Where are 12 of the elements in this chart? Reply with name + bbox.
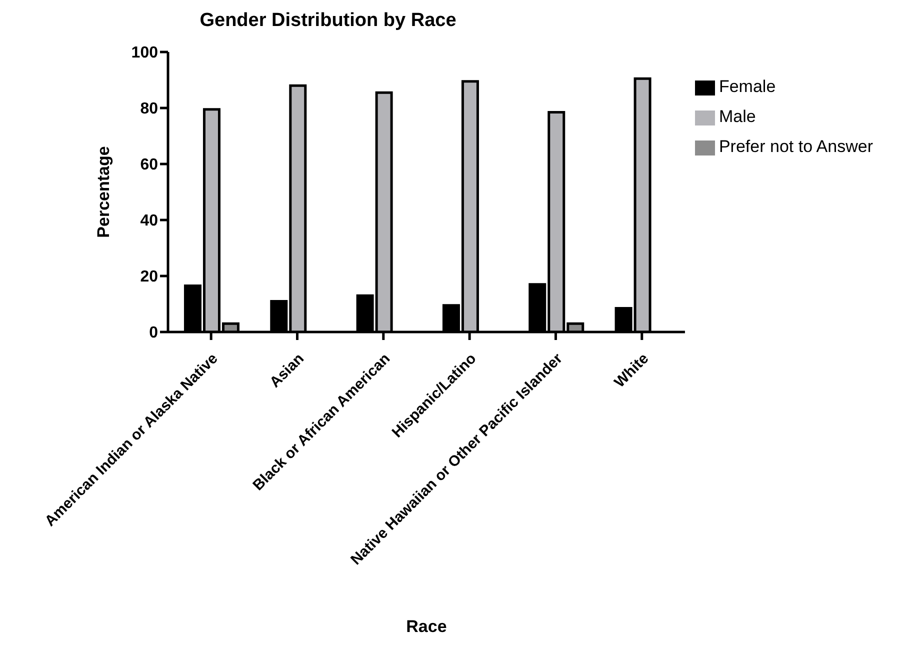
legend-label: Female: [718, 77, 776, 96]
y-tick-label: 20: [140, 268, 158, 286]
y-tick-label: 0: [149, 324, 158, 342]
y-tick-label: 80: [140, 100, 158, 118]
legend-label: Male: [718, 107, 756, 126]
y-tick-label: 40: [140, 212, 158, 230]
y-axis-title: Percentage: [94, 146, 114, 238]
y-tick-label: 100: [131, 44, 158, 62]
legend-label: Prefer not to Answer: [718, 137, 873, 156]
chart-title: Gender Distribution by Race: [198, 10, 458, 32]
y-tick-label: 60: [140, 156, 158, 174]
x-axis-title: Race: [406, 617, 447, 636]
